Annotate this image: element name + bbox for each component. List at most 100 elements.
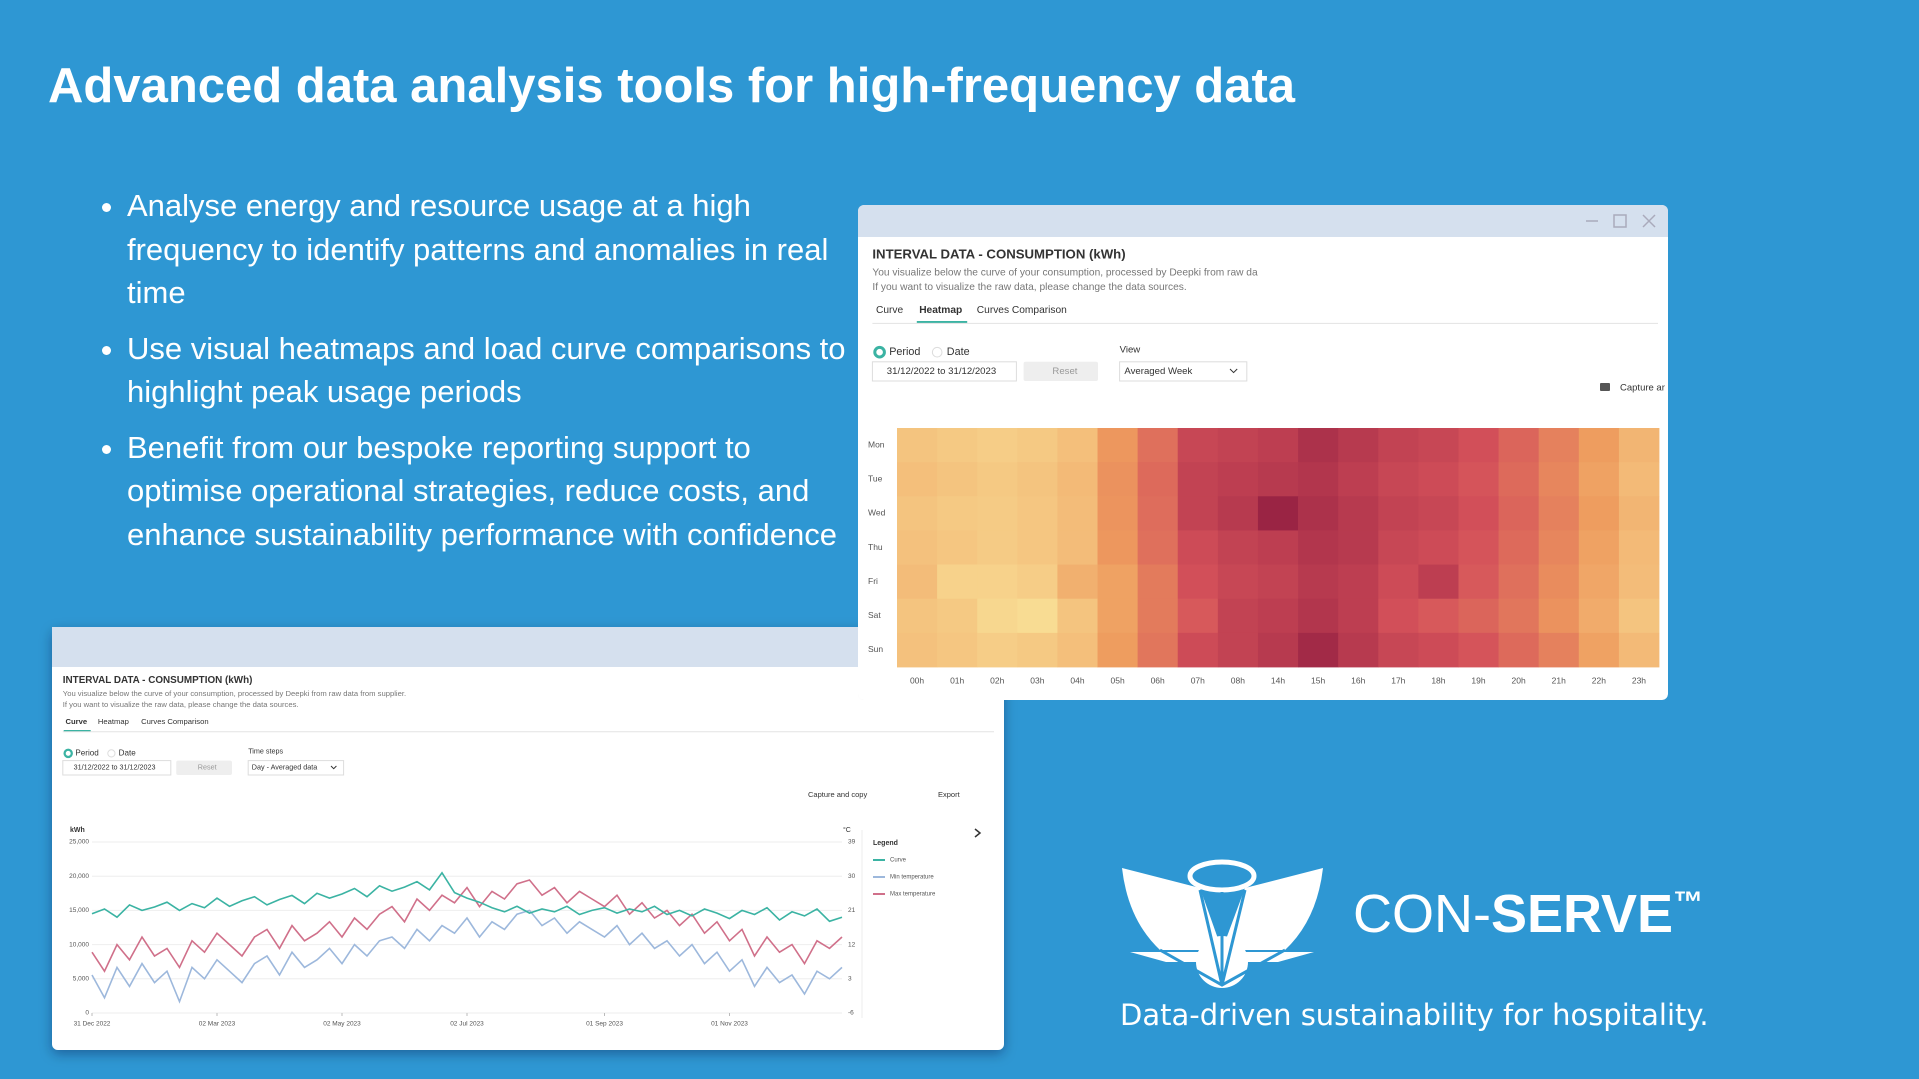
y-tick-label: 5,000 [73,976,90,983]
heatmap-cell [1538,530,1580,565]
heatmap-cell [897,530,938,565]
select-caret [330,765,337,770]
date-range: 31/12/2022 to 31/12/2023 [74,763,156,772]
heatmap-cell [1177,564,1219,600]
y2-tick-label: 39 [848,839,856,846]
heatmap-cell [1298,598,1339,634]
heatmap-cell [1097,462,1139,497]
heatmap-cell [1498,564,1540,600]
radio-label: Date [119,749,137,758]
heatmap-cell [1298,530,1339,565]
x-tick-label: 01 Sep 2023 [586,1021,623,1028]
heatmap-cell [1097,564,1139,600]
heatmap-cell [1217,632,1259,668]
window-description: If you want to visualize the raw data, p… [872,282,1186,293]
radio-label: Period [75,749,98,758]
brand-name: CON-SERVE™ [1353,884,1703,944]
column-label: 00h [910,675,924,685]
column-label: 18h [1431,675,1445,685]
heatmap-cell [1618,632,1660,668]
row-label: Sat [868,610,881,620]
heatmap-cell [1338,564,1379,600]
heatmap-cell [1418,530,1459,565]
tab-underline [63,730,91,732]
heatmap-cell [1217,598,1259,634]
heatmap-cell [1177,496,1219,531]
heatmap-cell [1177,598,1219,634]
heatmap-cell [1578,530,1620,565]
reset-button [1023,361,1098,381]
heatmap-cell [1017,632,1058,668]
column-label: 23h [1632,675,1646,685]
heatmap-cell [1338,530,1379,565]
heatmap-cell [1017,598,1058,634]
heatmap-cell [1338,632,1379,668]
heatmap-cell [937,598,978,634]
logo [1122,859,1323,988]
action-button: Capture and copy [808,790,867,799]
heatmap-cell [1057,496,1098,531]
heatmap-cell [977,496,1018,531]
row-label: Wed [868,508,886,518]
heatmap-cell [1418,496,1459,531]
heatmap-cell [1418,598,1459,634]
heatmap-cell [1097,496,1139,531]
x-tick-label: 01 Nov 2023 [711,1021,748,1028]
reset-label: Reset [1052,366,1077,377]
y2-tick-label: 3 [848,976,852,983]
tab-underline [916,321,968,323]
heatmap-cell [1298,564,1339,600]
heatmap-cell [1378,530,1419,565]
heatmap-cell [977,564,1018,600]
brand-mark: ™ [1673,886,1703,919]
column-label: 20h [1512,675,1526,685]
row-label: Tue [868,473,883,483]
bullet: Analyse energy and resource usage at a h… [127,184,867,315]
window-description: If you want to visualize the raw data, p… [63,700,299,709]
heatmap-cell [1217,428,1259,463]
x-tick-label: 02 Mar 2023 [199,1021,236,1028]
row-label: Mon [868,439,885,449]
heatmap-cell [937,462,978,497]
series-line [91,909,843,1004]
heatmap-cell [1097,632,1139,668]
column-label: 02h [990,675,1004,685]
select-value: Averaged Week [1124,366,1192,377]
heatmap-cell [1097,428,1139,463]
column-label: 05h [1110,675,1124,685]
heatmap-cell [1578,632,1620,668]
slide-title: Advanced data analysis tools for high-fr… [48,59,1296,113]
bullet: Benefit from our bespoke reporting suppo… [127,426,867,557]
date-box [871,361,1017,382]
heatmap-cell [1378,598,1419,634]
heatmap-cell [977,462,1018,497]
column-label: 03h [1030,675,1044,685]
heatmap-cell [1017,462,1058,497]
heatmap-cell [1578,496,1620,531]
heatmap-cell [897,428,938,463]
heatmap-cell [1458,530,1499,565]
y-tick-label: 10,000 [69,941,89,948]
action-button: Export [938,790,961,799]
tab: Curves Comparison [141,717,209,726]
column-label: 07h [1191,675,1205,685]
radio-label: Date [947,346,970,358]
x-tick-label: 02 May 2023 [323,1021,361,1028]
column-label: 19h [1471,675,1485,685]
heatmap-cell [1137,496,1179,531]
heatmap-cell [1057,598,1098,634]
heatmap-cell [1137,632,1179,668]
heatmap-cell [1578,598,1620,634]
window-controls [1586,214,1656,228]
tab: Heatmap [98,717,129,726]
heatmap-cell [1137,462,1179,497]
bullet-list: Analyse energy and resource usage at a h… [80,184,867,568]
title-bar [52,627,1004,667]
heatmap-cell [1458,598,1499,634]
heatmap-cell [1338,598,1379,634]
column-label: 06h [1151,675,1165,685]
brand-prefix: CON- [1353,884,1491,944]
date-range: 31/12/2022 to 31/12/2023 [887,366,996,377]
heatmap-cell [897,598,938,634]
